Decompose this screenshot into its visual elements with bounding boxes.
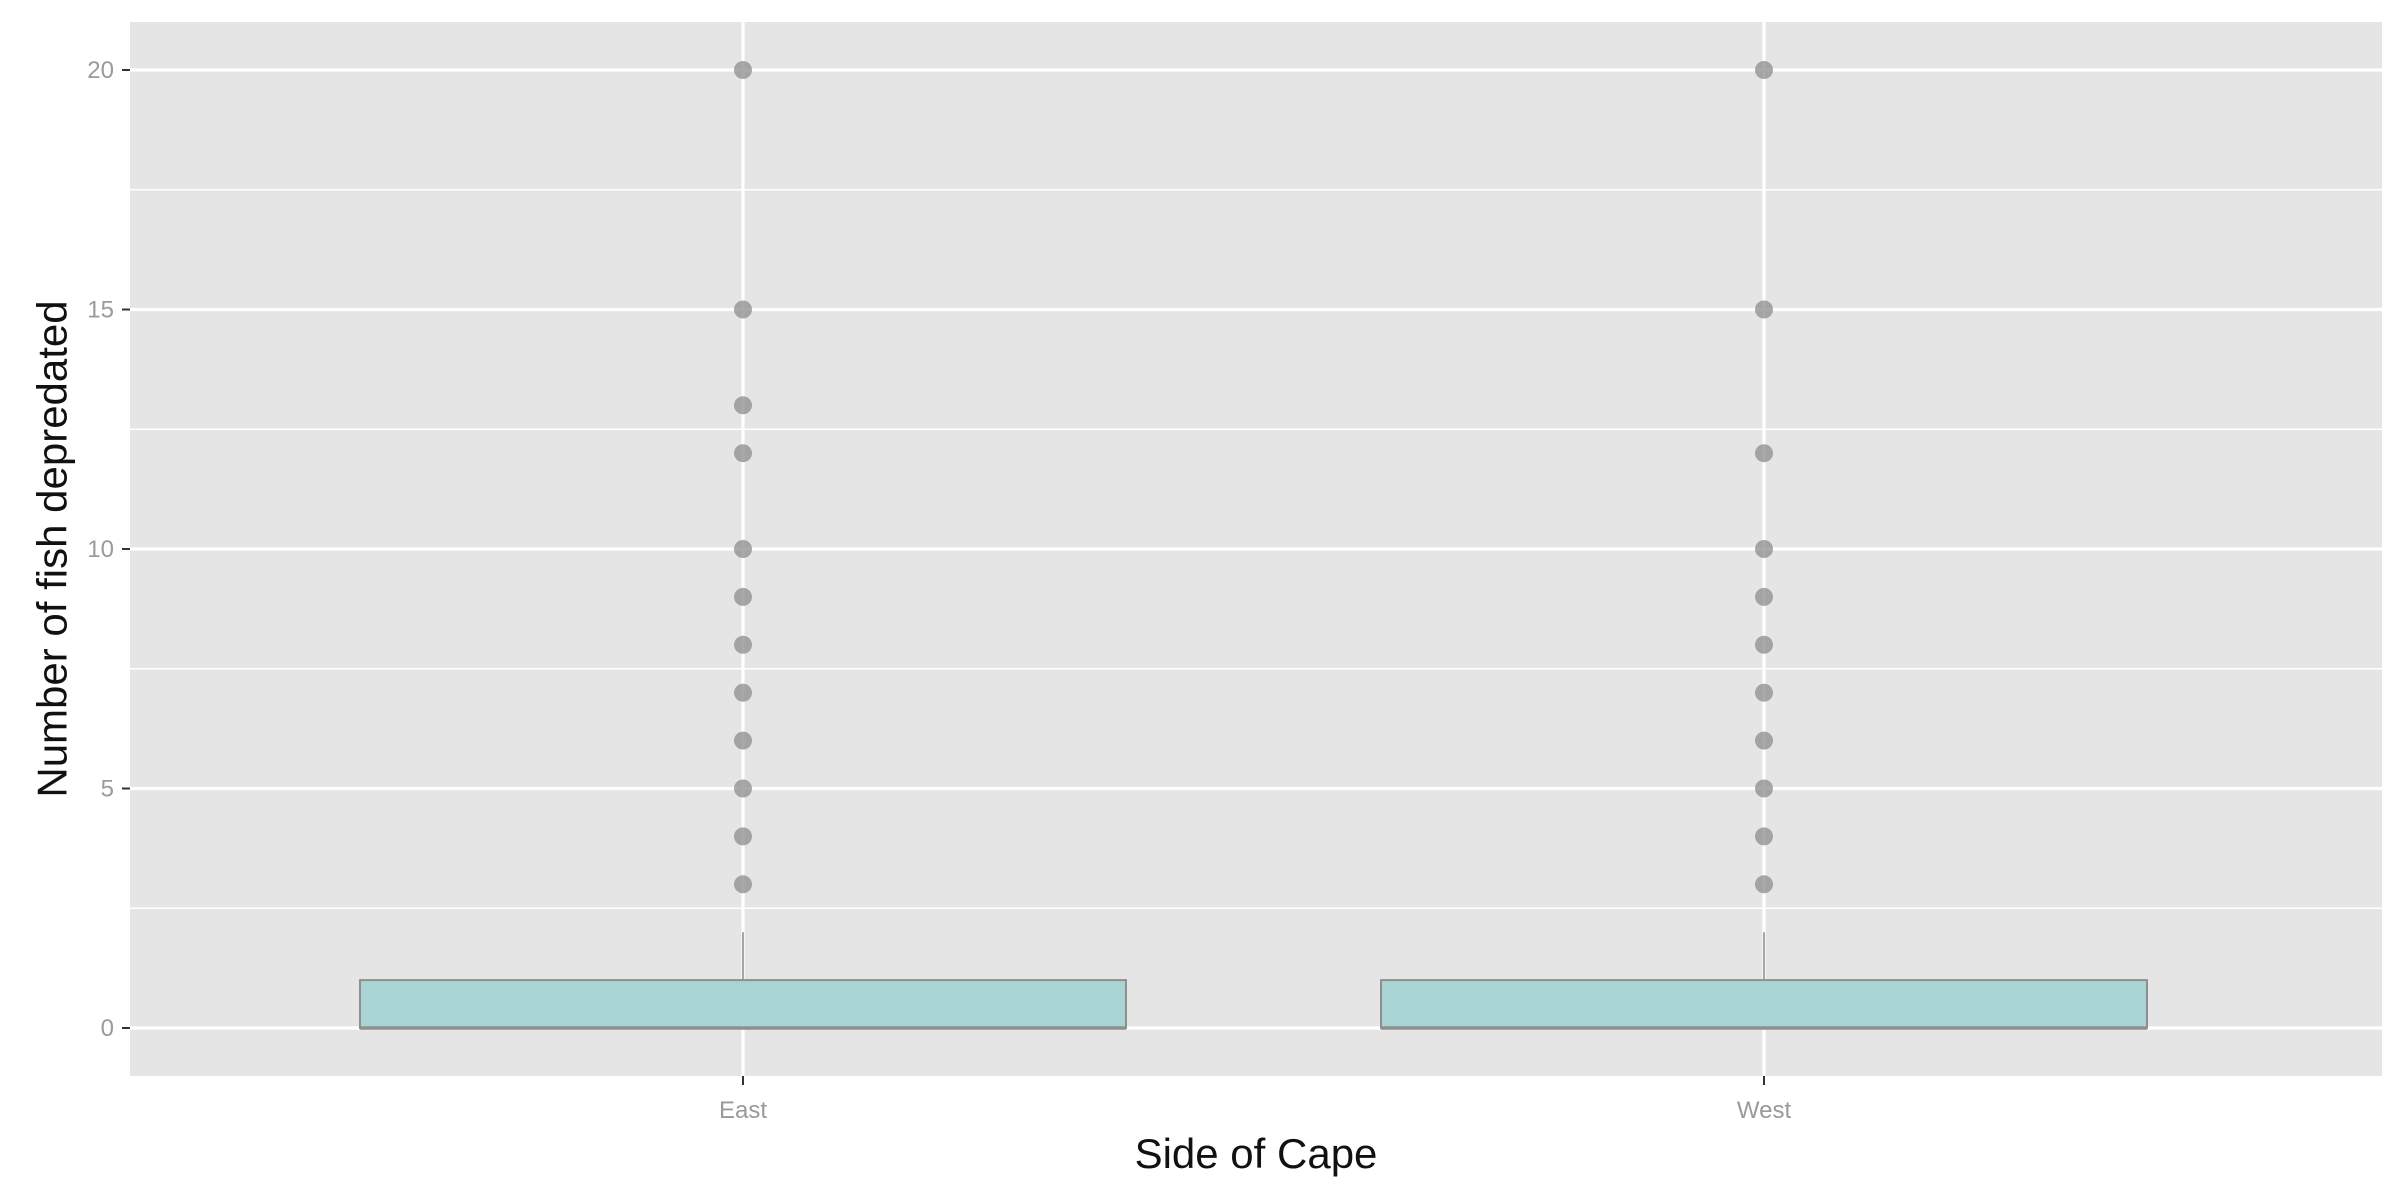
y-tick-label: 20 (87, 57, 114, 84)
box-west (1380, 61, 2148, 1030)
outlier-point (734, 396, 752, 415)
x-tick-label: East (719, 1097, 767, 1124)
outlier-point (1755, 300, 1773, 319)
minor-gridlines (130, 188, 2382, 910)
outlier-point (734, 779, 752, 798)
outlier-point (1755, 779, 1773, 798)
outlier-point (734, 635, 752, 654)
y-axis-title: Number of fish depredated (29, 300, 76, 797)
outlier-point (734, 61, 752, 79)
outlier-point (734, 540, 752, 558)
outlier-point (734, 731, 752, 750)
y-tick-label: 10 (87, 536, 114, 563)
outlier-point (1755, 683, 1773, 702)
x-axis: East West (719, 1076, 1791, 1124)
outlier-point (1755, 635, 1773, 654)
outlier-point (1755, 827, 1773, 846)
y-tick-label: 5 (101, 776, 114, 803)
x-tick-label: West (1737, 1097, 1792, 1124)
box-east (359, 61, 1127, 1030)
outlier-point (734, 300, 752, 319)
outlier-point (1755, 587, 1773, 606)
outlier-point (734, 683, 752, 702)
box-iqr (1380, 979, 2148, 1029)
outlier-point (1755, 875, 1773, 894)
outlier-point (734, 827, 752, 846)
outlier-point (1755, 731, 1773, 750)
outlier-point (734, 875, 752, 894)
box-iqr (359, 979, 1127, 1029)
x-axis-title: Side of Cape (1135, 1130, 1378, 1177)
y-tick-label: 0 (101, 1015, 114, 1042)
outlier-point (1755, 540, 1773, 558)
outlier-point (1755, 444, 1773, 463)
outlier-point (734, 587, 752, 606)
outlier-point (734, 444, 752, 463)
box-series (359, 61, 2148, 1030)
y-axis: 0 5 10 15 20 (87, 57, 130, 1042)
y-tick-label: 15 (87, 297, 114, 324)
outlier-point (1755, 61, 1773, 79)
